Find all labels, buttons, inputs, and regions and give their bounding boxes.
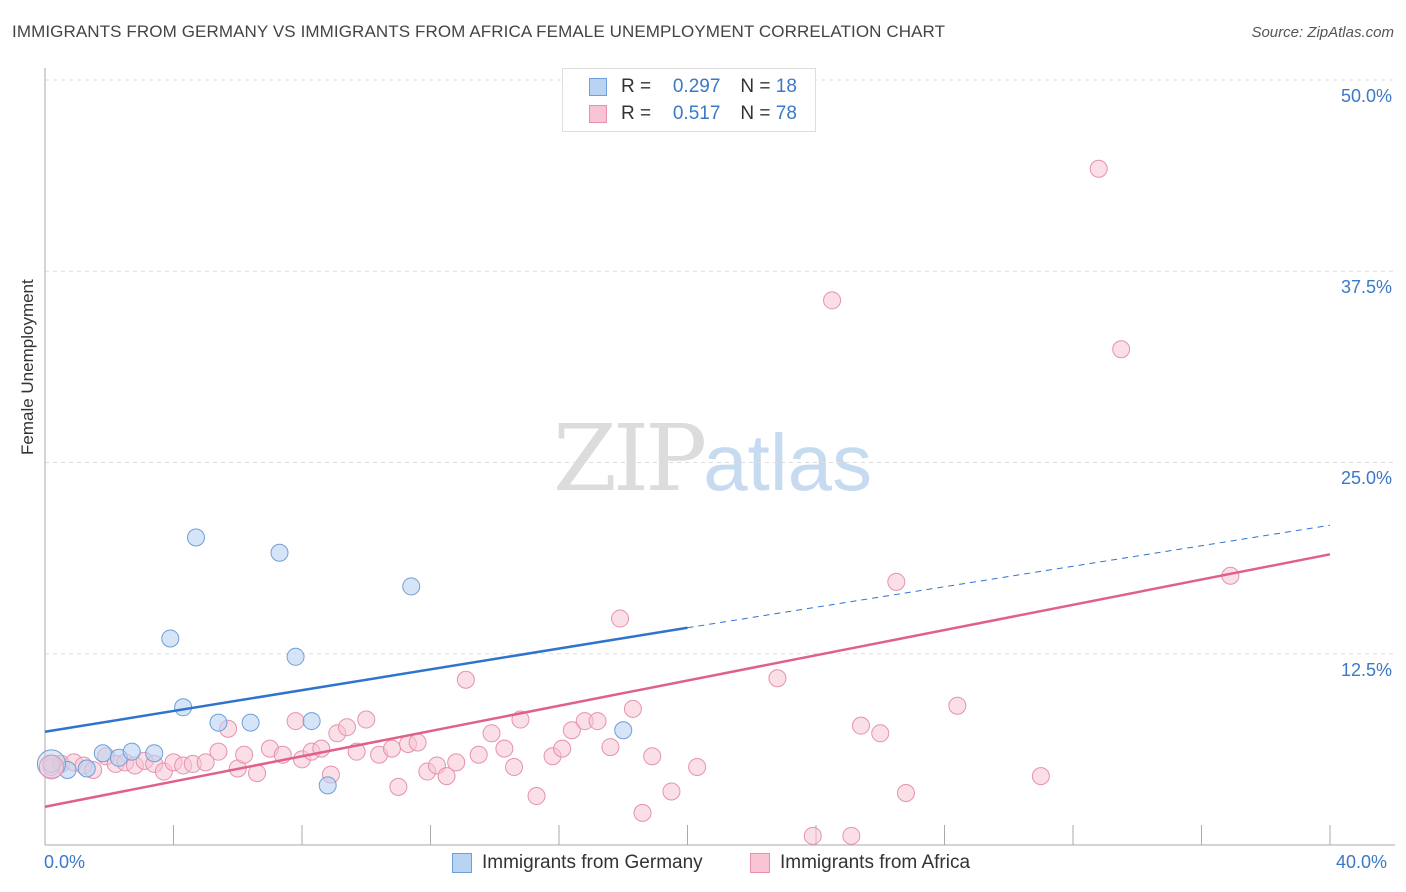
africa-point [286,712,305,731]
africa-point [633,803,652,822]
legend-row-germany: R = 0.297 N = 18 [589,76,797,98]
x-tick-label-max: 40.0% [1336,852,1388,872]
germany-point [122,742,141,761]
africa-trend-line [44,553,1331,808]
africa-point [482,724,501,743]
africa-point [408,733,427,752]
africa-point [1112,340,1131,359]
germany-point [286,647,305,666]
germany-point [186,528,205,547]
africa-point [887,572,906,591]
africa-point [437,767,456,786]
africa-point [623,699,642,718]
africa-point [896,783,915,802]
africa-point [662,782,681,801]
legend-n-value: 78 [775,103,797,124]
germany-point [93,744,112,763]
africa-legend-swatch [750,853,770,873]
germany-point [209,713,228,732]
legend-n-label: N = [740,103,771,124]
germany-point [318,776,337,795]
africa-point [562,721,581,740]
germany-point [145,744,164,763]
africa-point [948,696,967,715]
africa-point [456,670,475,689]
germany-point [302,712,321,731]
legend-r-value: 0.297 [672,76,721,97]
africa-point [389,777,408,796]
germany-point [402,577,421,596]
legend-r-value: 0.517 [672,103,721,124]
africa-point [235,745,254,764]
africa-point [527,787,546,806]
y-tick-label: 37.5% [1340,277,1392,297]
africa-point [823,291,842,310]
africa-swatch [589,105,607,123]
africa-point [1031,767,1050,786]
africa-point [688,757,707,776]
germany-trend-extrapolation [687,524,1331,629]
africa-point [601,738,620,757]
watermark-zip: ZIP [553,405,707,512]
africa-point [842,826,861,845]
africa-cluster-point [38,754,64,780]
y-tick-label: 50.0% [1340,86,1392,106]
legend-r-label: R = [621,103,652,124]
legend-item-africa[interactable]: Immigrants from Africa [750,852,970,874]
africa-point [611,609,630,628]
africa-point [337,718,356,737]
germany-trend-line [44,626,688,734]
africa-point [447,753,466,772]
germany-legend-swatch [452,853,472,873]
africa-point [196,753,215,772]
legend-item-germany[interactable]: Immigrants from Germany [452,852,703,874]
watermark-atlas: atlas [703,418,873,507]
africa-point [1089,159,1108,178]
legend-n-value: 18 [775,76,797,97]
africa-point [871,724,890,743]
africa-point [382,739,401,758]
africa-point [209,742,228,761]
y-axis-label: Female Unemployment [18,279,37,455]
africa-point [357,710,376,729]
africa-point [495,739,514,758]
africa-point [553,739,572,758]
x-tick-label-min: 0.0% [44,852,86,872]
africa-point [469,745,488,764]
germany-point [270,543,289,562]
y-tick-label: 12.5% [1340,660,1392,680]
source-credit: Source: ZipAtlas.com [1251,24,1394,41]
correlation-legend: R = 0.297 N = 18 R = 0.517 N = 78 [562,68,816,132]
africa-point [505,757,524,776]
germany-swatch [589,78,607,96]
germany-point [161,629,180,648]
y-tick-label: 25.0% [1340,468,1392,488]
africa-point [768,669,787,688]
germany-point [614,721,633,740]
germany-point [77,759,96,778]
legend-row-africa: R = 0.517 N = 78 [589,103,797,125]
africa-point [803,826,822,845]
legend-label-germany: Immigrants from Germany [482,852,703,873]
legend-label-africa: Immigrants from Africa [780,852,971,873]
africa-point [588,712,607,731]
africa-point [643,747,662,766]
legend-n-label: N = [740,76,771,97]
zipatlas-watermark: ZIPatlas [553,405,872,512]
africa-point [851,716,870,735]
chart-title: IMMIGRANTS FROM GERMANY VS IMMIGRANTS FR… [12,22,946,41]
germany-point [241,713,260,732]
legend-r-label: R = [621,76,652,97]
